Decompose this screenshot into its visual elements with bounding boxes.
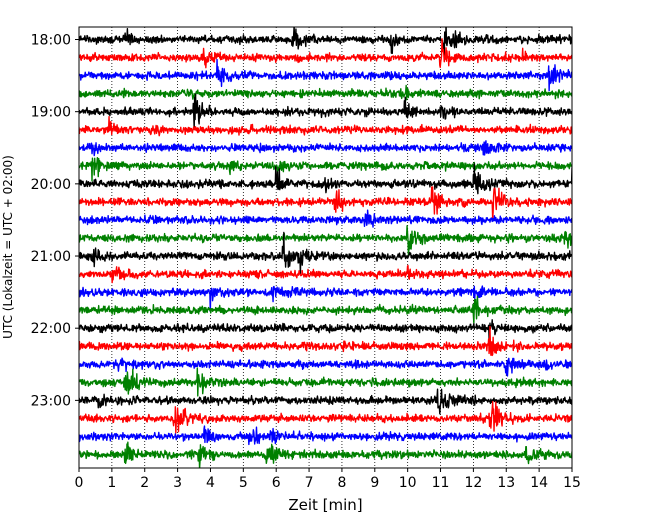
y-tick-label-4: 22:00 (31, 321, 71, 337)
trace-1800 (79, 27, 572, 57)
x-tick-label-5: 5 (239, 475, 248, 491)
x-tick-label-14: 14 (530, 475, 548, 491)
x-tick-label-10: 10 (399, 475, 417, 491)
trace-2230 (79, 357, 572, 377)
trace-2000 (79, 163, 572, 195)
x-tick-label-6: 6 (272, 475, 281, 491)
trace-1830 (79, 58, 572, 92)
x-tick-label-8: 8 (337, 475, 346, 491)
trace-1930 (79, 140, 572, 157)
trace-2100 (79, 231, 572, 275)
x-tick-label-3: 3 (173, 475, 182, 491)
trace-2215 (79, 325, 572, 357)
x-tick-label-0: 0 (75, 475, 84, 491)
trace-2115 (79, 264, 572, 284)
y-axis-title: UTC (Lokalzeit = UTC + 02:00) (1, 155, 15, 339)
x-tick-label-7: 7 (305, 475, 314, 491)
trace-1845 (79, 84, 572, 101)
trace-2130 (79, 285, 572, 313)
x-tick-label-11: 11 (432, 475, 450, 491)
x-tick-label-12: 12 (464, 475, 482, 491)
trace-1815 (79, 38, 572, 69)
plot-frame (78, 26, 573, 469)
trace-2245 (79, 367, 572, 397)
trace-1900 (79, 93, 572, 131)
plot-background (79, 27, 572, 468)
y-tick-label-3: 21:00 (31, 249, 71, 265)
trace-2315 (79, 400, 572, 434)
x-tick-label-15: 15 (563, 475, 581, 491)
y-tick-label-2: 20:00 (31, 177, 71, 193)
trace-2345 (79, 441, 572, 468)
x-axis-ticks: 0 1 2 3 4 5 6 7 8 9 10 11 12 13 14 15 (75, 468, 581, 491)
x-tick-label-1: 1 (107, 475, 116, 491)
y-tick-label-1: 19:00 (31, 105, 71, 121)
x-tick-label-13: 13 (497, 475, 515, 491)
x-tick-label-4: 4 (206, 475, 215, 491)
trace-1915 (79, 115, 572, 137)
trace-2300 (79, 388, 572, 415)
y-axis-ticks: 18:00 19:00 20:00 21:00 22:00 23:00 (31, 33, 79, 409)
x-axis-title: Zeit [min] (288, 496, 362, 514)
x-tick-label-9: 9 (370, 475, 379, 491)
y-tick-label-0: 18:00 (31, 33, 71, 49)
trace-2015 (79, 186, 572, 220)
trace-2145 (79, 295, 572, 324)
y-tick-label-5: 23:00 (31, 393, 71, 409)
trace-2030 (79, 209, 572, 228)
trace-2045 (79, 225, 572, 256)
trace-2330 (79, 425, 572, 446)
trace-1945 (79, 156, 572, 182)
x-tick-label-2: 2 (140, 475, 149, 491)
seismic-traces (79, 27, 572, 468)
